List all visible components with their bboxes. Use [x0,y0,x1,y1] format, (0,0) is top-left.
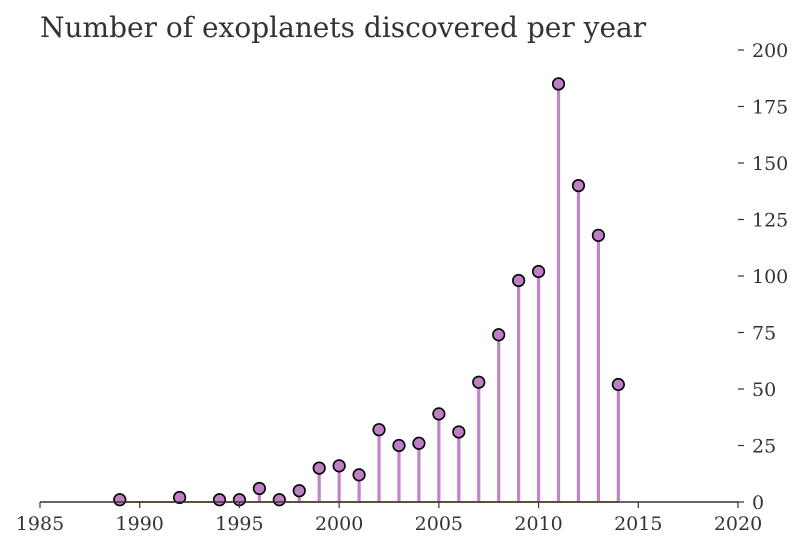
stem-marker [392,438,406,453]
x-tick-label: 2010 [514,513,562,535]
stem-marker [113,493,127,507]
y-tick-label: 175 [752,97,788,119]
y-tick-label: 200 [752,40,788,62]
stem-marker [292,484,306,498]
stem-marker [611,377,625,392]
x-tick-label: 1990 [116,513,164,535]
x-tick-label: 1995 [215,513,263,535]
x-tick-label: 1985 [16,513,64,535]
stem-marker [512,273,526,288]
y-tick-label: 150 [752,153,788,175]
stem-marker [492,328,506,342]
y-tick-label: 25 [752,436,776,458]
y-tick-label: 50 [752,379,776,401]
x-tick-label: 2005 [415,513,463,535]
stem-marker [372,423,386,437]
y-tick-label: 0 [752,492,764,514]
y-tick-label: 100 [752,266,788,288]
stem-marker [591,228,606,242]
x-tick-label: 2020 [714,513,762,535]
stem-marker [272,493,286,507]
stem-marker [531,264,546,279]
stem-marker [212,493,227,507]
stem-marker [352,468,366,482]
stem-marker [332,459,346,473]
stem-marker [432,407,446,421]
stem-marker [452,425,466,439]
stem-marker [412,436,426,450]
stem-marker [472,375,486,389]
stem-marker [551,77,566,91]
stem-marker [173,490,187,505]
y-tick-label: 125 [752,210,788,232]
stem-marker [571,179,586,193]
y-tick-label: 75 [752,323,776,345]
x-tick-label: 2015 [614,513,662,535]
stem-marker [252,481,266,496]
x-tick-label: 2000 [315,513,363,535]
chart-title: Number of exoplanets discovered per year [40,11,647,44]
stem-marker [312,461,326,475]
